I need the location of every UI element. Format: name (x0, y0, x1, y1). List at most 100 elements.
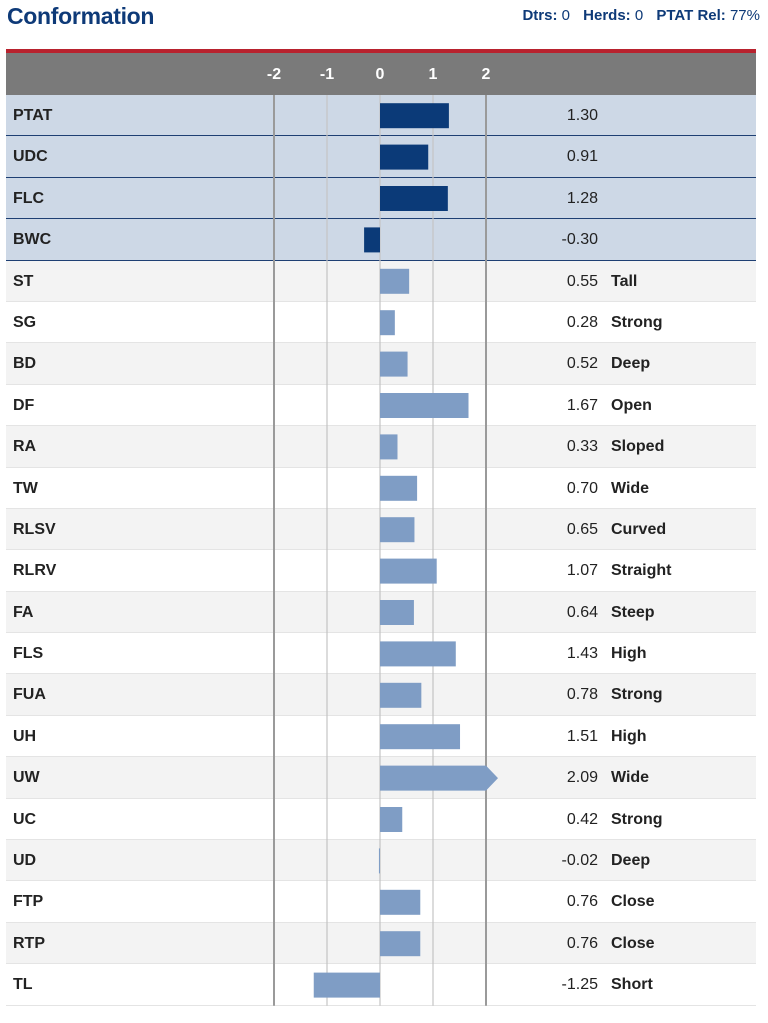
trait-row: DF 1.67 Open (6, 384, 756, 427)
trait-label: RTP (13, 934, 45, 952)
trait-label: UW (13, 769, 40, 787)
trait-descriptor: Open (611, 396, 652, 414)
summary-stats: Dtrs: 0 Herds: 0 PTAT Rel: 77% (522, 7, 760, 24)
trait-value: 0.55 (566, 272, 598, 290)
chart-header: Conformation Dtrs: 0 Herds: 0 PTAT Rel: … (0, 0, 768, 48)
trait-row: UH 1.51 High (6, 715, 756, 758)
trait-label: TL (13, 976, 33, 994)
trait-rows: PTAT 1.30 UDC 0.91 FLC 1.28 BWC -0.30 ST 0.55 Tall… (6, 95, 756, 1006)
trait-label: TW (13, 479, 38, 497)
trait-value: 1.28 (566, 189, 598, 207)
trait-value: 0.28 (566, 313, 598, 331)
trait-descriptor: Short (611, 976, 653, 994)
trait-descriptor: Sloped (611, 438, 665, 456)
trait-label: FUA (13, 686, 46, 704)
axis-tick-label: 1 (428, 66, 438, 83)
trait-row: BD 0.52 Deep (6, 343, 756, 385)
chart-title: Conformation (7, 3, 155, 29)
trait-row: PTAT 1.30 (6, 95, 756, 137)
trait-label: RLRV (13, 562, 57, 580)
trait-row: FUA 0.78 Strong (6, 674, 756, 716)
trait-descriptor: Strong (611, 313, 663, 331)
trait-label: FLC (13, 189, 45, 207)
trait-value: 0.42 (566, 810, 598, 828)
trait-row: FLC 1.28 (6, 177, 756, 220)
trait-label: UD (13, 852, 37, 870)
trait-value: -0.02 (561, 852, 598, 870)
dtrs-value: 0 (561, 7, 570, 24)
trait-descriptor: Straight (611, 562, 672, 580)
trait-value: 0.64 (566, 603, 598, 621)
trait-value: 0.33 (566, 438, 598, 456)
trait-row: TL -1.25 Short (6, 964, 756, 1006)
axis-header-bar (6, 53, 756, 95)
trait-row: FTP 0.76 Close (6, 881, 756, 923)
herds-label: Herds: (583, 7, 631, 24)
axis-tick-label: 2 (481, 66, 491, 83)
trait-descriptor: High (611, 727, 647, 745)
trait-descriptor: Close (611, 893, 655, 911)
trait-value: 1.67 (566, 396, 598, 414)
trait-descriptor: Wide (611, 769, 650, 787)
trait-label: DF (13, 396, 35, 414)
trait-row: UC 0.42 Strong (6, 798, 756, 841)
trait-label: SG (13, 313, 37, 331)
trait-row: FA 0.64 Steep (6, 591, 756, 634)
trait-row: UW 2.09 Wide (6, 757, 756, 799)
trait-label: FA (13, 603, 34, 621)
trait-descriptor: Deep (611, 852, 651, 870)
axis-tick-label: -2 (266, 66, 282, 83)
trait-value: 1.51 (566, 727, 598, 745)
trait-label: RLSV (13, 520, 56, 538)
ptat-rel-label: PTAT Rel: (656, 7, 726, 24)
trait-value: 0.78 (566, 686, 598, 704)
trait-label: FTP (13, 893, 44, 911)
trait-label: PTAT (13, 107, 53, 124)
axis-tick-label: 0 (375, 66, 385, 83)
axis-tick-label: -1 (319, 66, 335, 83)
trait-row: RLRV 1.07 Straight (6, 550, 756, 592)
trait-value: 2.09 (566, 769, 598, 787)
trait-descriptor: Curved (611, 520, 667, 538)
trait-label: UC (13, 810, 37, 828)
trait-label: BD (13, 355, 37, 373)
trait-descriptor: Tall (611, 272, 638, 290)
trait-value: 0.52 (566, 355, 598, 373)
trait-value: 0.76 (566, 893, 598, 911)
trait-value: 1.07 (566, 562, 598, 580)
trait-label: RA (13, 438, 37, 456)
trait-label: UDC (13, 148, 48, 166)
trait-value: -1.25 (561, 976, 598, 994)
trait-label: ST (13, 272, 34, 290)
trait-descriptor: Steep (611, 603, 655, 621)
trait-label: FLS (13, 645, 44, 663)
trait-value: 0.65 (566, 520, 598, 538)
accent-divider (6, 49, 756, 53)
trait-descriptor: Deep (611, 355, 651, 373)
trait-row: SG 0.28 Strong (6, 301, 756, 344)
trait-descriptor: High (611, 645, 647, 663)
trait-value: -0.30 (561, 231, 598, 249)
dtrs-label: Dtrs: (522, 7, 558, 24)
trait-descriptor: Strong (611, 686, 663, 704)
trait-row: RLSV 0.65 Curved (6, 508, 756, 551)
trait-row: UD -0.02 Deep (6, 840, 756, 882)
trait-row: TW 0.70 Wide (6, 467, 756, 509)
herds-value: 0 (634, 7, 644, 24)
trait-value: 0.91 (566, 148, 598, 166)
trait-value: 1.43 (566, 645, 598, 663)
trait-label: UH (13, 727, 37, 745)
trait-value: 1.30 (566, 107, 598, 124)
trait-value: 0.70 (566, 479, 598, 497)
trait-label: BWC (13, 231, 52, 249)
trait-row: RA 0.33 Sloped (6, 426, 756, 468)
trait-row: UDC 0.91 (6, 136, 756, 178)
trait-descriptor: Strong (611, 810, 663, 828)
trait-row: BWC -0.30 (6, 219, 756, 261)
trait-row: FLS 1.43 High (6, 633, 756, 675)
trait-descriptor: Wide (611, 479, 650, 497)
trait-row: ST 0.55 Tall (6, 260, 756, 302)
trait-value: 0.76 (566, 934, 598, 952)
trait-row: RTP 0.76 Close (6, 922, 756, 965)
trait-descriptor: Close (611, 934, 655, 952)
